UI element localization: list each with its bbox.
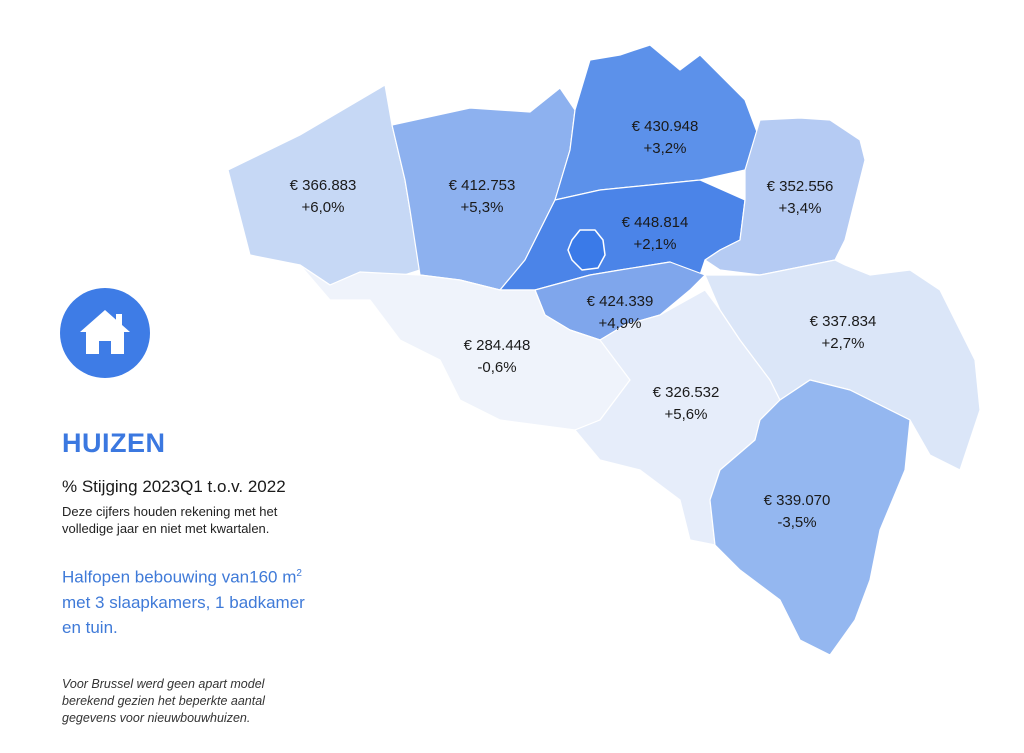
- province-change-label: +5,3%: [461, 199, 504, 216]
- note-line: Deze cijfers houden rekening met het: [62, 504, 278, 519]
- spec-sup: 2: [296, 568, 302, 579]
- province-price-label: € 339.070: [764, 492, 831, 509]
- province-change-label: -3,5%: [777, 514, 816, 531]
- province-price-label: € 448.814: [622, 214, 689, 231]
- province-luik: [704, 259, 981, 471]
- province-change-label: +3,4%: [779, 200, 822, 217]
- province-change-label: +2,7%: [822, 335, 865, 352]
- house-icon: [80, 310, 130, 354]
- province-change-label: +6,0%: [302, 199, 345, 216]
- province-change-label: +5,6%: [665, 406, 708, 423]
- province-change-label: -0,6%: [477, 359, 516, 376]
- province-luxemburg: [709, 379, 911, 656]
- footnote-line: berekend gezien het beperkte aantal: [62, 694, 265, 708]
- province-price-label: € 424.339: [587, 293, 654, 310]
- province-change-label: +3,2%: [644, 140, 687, 157]
- footnote: Voor Brussel werd geen apart model berek…: [62, 676, 362, 727]
- footnote-line: Voor Brussel werd geen apart model: [62, 677, 265, 691]
- province-price-label: € 352.556: [767, 178, 834, 195]
- spec-line: en tuin.: [62, 617, 118, 637]
- subtitle: % Stijging 2023Q1 t.o.v. 2022: [62, 477, 286, 496]
- spec-line: Halfopen bebouwing van160 m2: [62, 561, 382, 590]
- spec-line: met 3 slaapkamers, 1 badkamer: [62, 592, 305, 612]
- house-badge: [60, 288, 150, 378]
- spec-text: Halfopen bebouwing van160 m: [62, 567, 297, 587]
- province-price-label: € 366.883: [290, 177, 357, 194]
- province-price-label: € 430.948: [632, 118, 699, 135]
- page-title: HUIZEN: [62, 428, 166, 458]
- note: Deze cijfers houden rekening met het vol…: [62, 503, 362, 537]
- province-change-label: +2,1%: [634, 236, 677, 253]
- province-price-label: € 412.753: [449, 177, 516, 194]
- province-price-label: € 284.448: [464, 337, 531, 354]
- province-price-label: € 326.532: [653, 384, 720, 401]
- house-spec: Halfopen bebouwing van160 m2 met 3 slaap…: [62, 561, 382, 640]
- province-change-label: +4,9%: [599, 315, 642, 332]
- note-line: volledige jaar en niet met kwartalen.: [62, 521, 270, 536]
- province-brussel: [567, 229, 606, 271]
- province-price-label: € 337.834: [810, 313, 877, 330]
- footnote-line: gegevens voor nieuwbouwhuizen.: [62, 711, 251, 725]
